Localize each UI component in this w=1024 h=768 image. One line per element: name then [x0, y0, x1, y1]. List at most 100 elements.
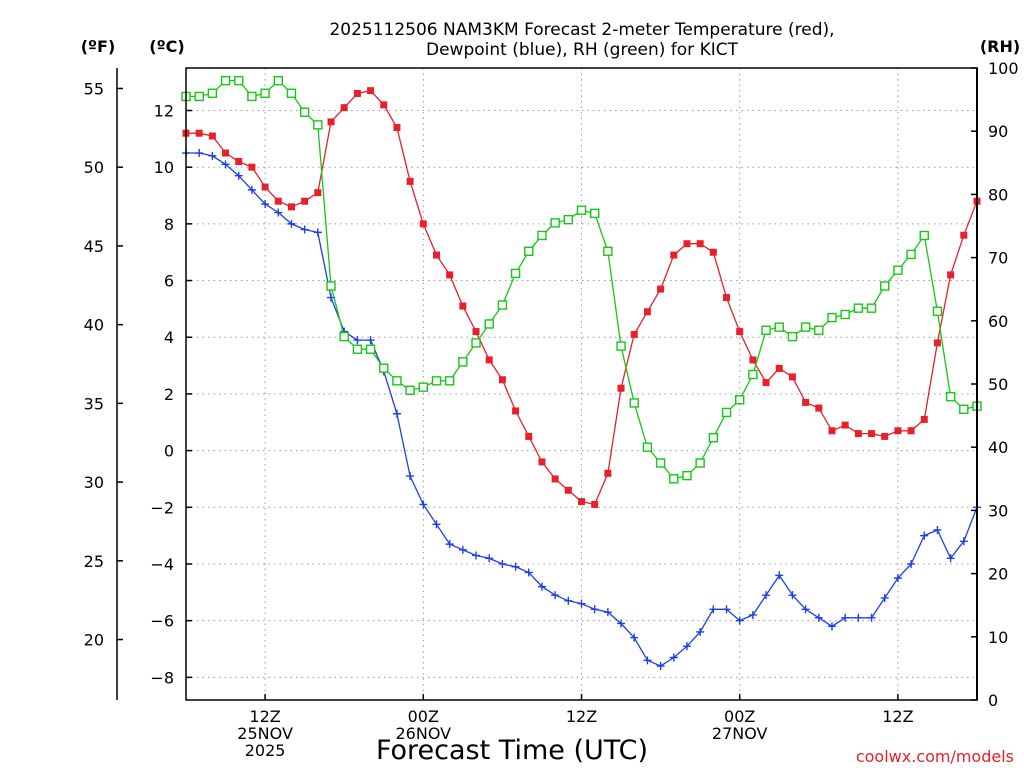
- dewpoint-point: [907, 559, 916, 568]
- rh-point: [273, 75, 283, 86]
- temperature-point: [604, 469, 612, 477]
- celsius-unit-label: (ºC): [149, 37, 184, 56]
- temperature-point: [788, 373, 796, 381]
- dewpoint-point: [564, 596, 573, 605]
- temperature-point: [762, 379, 770, 387]
- dewpoint-point: [880, 593, 889, 602]
- dewpoint-point: [537, 582, 546, 591]
- dewpoint-point: [419, 500, 428, 509]
- dewpoint-point: [313, 228, 322, 237]
- celsius-tick-label: 6: [164, 272, 174, 291]
- rh-point: [458, 357, 468, 367]
- rh-point: [945, 391, 956, 402]
- rh-tick-label: 50: [988, 375, 1008, 394]
- dewpoint-point: [959, 537, 968, 546]
- rh-point: [669, 474, 679, 484]
- temperature-point: [591, 500, 599, 508]
- chart-title-line2: Dewpoint (blue), RH (green) for KICT: [426, 40, 739, 60]
- fahrenheit-tick-label: 40: [84, 316, 104, 335]
- temperature-point: [815, 404, 823, 412]
- rh-point: [418, 382, 428, 392]
- rh-tick-label: 0: [988, 691, 998, 710]
- celsius-tick-label: 2: [164, 385, 174, 404]
- dewpoint-point: [867, 613, 876, 622]
- dewpoint-point: [458, 545, 467, 554]
- temperature-point: [881, 432, 889, 440]
- rh-tick-label: 100: [988, 59, 1019, 78]
- dewpoint-point: [300, 225, 309, 234]
- rh-point: [853, 303, 864, 313]
- temperature-point: [432, 251, 440, 259]
- rh-point: [603, 246, 613, 256]
- rh-point: [286, 88, 297, 98]
- dewpoint-point: [524, 568, 533, 577]
- dewpoint-point: [933, 525, 942, 534]
- rh-point: [866, 303, 877, 313]
- rh-point: [682, 470, 692, 481]
- x-tick-label: 27NOV: [712, 724, 768, 743]
- celsius-tick-label: −2: [150, 498, 174, 517]
- rh-point: [774, 322, 784, 332]
- rh-point: [959, 404, 969, 414]
- dewpoint-point: [854, 613, 863, 622]
- rh-point: [721, 407, 732, 418]
- rh-point: [880, 281, 890, 291]
- x-tick-label: 25NOV: [237, 724, 293, 743]
- dewpoint-point: [946, 554, 955, 563]
- temperature-point: [775, 364, 783, 372]
- temperature-point: [868, 430, 876, 438]
- temperature-point: [512, 407, 520, 415]
- rh-tick-label: 20: [988, 565, 1008, 584]
- temperature-point: [736, 328, 744, 336]
- rh-point: [629, 398, 639, 408]
- temperature-point: [301, 197, 309, 205]
- dewpoint-point: [827, 622, 836, 631]
- rh-point: [906, 249, 916, 260]
- labels: 2025112506 NAM3KM Forecast 2-meter Tempe…: [81, 20, 1020, 766]
- dewpoint-point: [247, 185, 256, 194]
- dewpoint-point: [762, 591, 771, 600]
- temperature-point: [195, 129, 203, 137]
- rh-point: [616, 341, 626, 351]
- rh-point: [497, 300, 508, 310]
- dewpoint-point: [775, 571, 784, 580]
- dewpoint-point: [643, 656, 652, 665]
- rh-point: [220, 75, 231, 86]
- temperature-point: [314, 189, 322, 197]
- temperature-point: [933, 339, 941, 347]
- temperature-point: [920, 415, 928, 423]
- rh-unit-label: (RH): [980, 37, 1020, 56]
- celsius-tick-label: 0: [164, 442, 174, 461]
- temperature-point: [578, 498, 585, 506]
- rh-tick-label: 10: [988, 628, 1008, 647]
- rh-point: [563, 214, 574, 225]
- rh-point: [379, 363, 389, 373]
- dewpoint-point: [287, 219, 296, 228]
- credit-link[interactable]: coolwx.com/models: [856, 747, 1014, 766]
- rh-point: [299, 107, 310, 117]
- rh-tick-label: 30: [988, 501, 1008, 520]
- dewpoint-point: [445, 540, 454, 549]
- rh-tick-label: 80: [988, 185, 1008, 204]
- temperature-point: [749, 356, 757, 364]
- rh-point: [194, 91, 204, 102]
- dewpoint-point: [748, 610, 757, 619]
- rh-point: [484, 319, 494, 329]
- x-tick-label: 12Z: [249, 707, 280, 726]
- dewpoint-point: [841, 613, 850, 622]
- temperature-point: [353, 90, 361, 98]
- dewpoint-point: [735, 616, 744, 625]
- rh-point: [550, 218, 560, 228]
- rh-point: [471, 338, 481, 348]
- rh-point: [642, 442, 653, 452]
- fahrenheit-tick-label: 30: [84, 473, 104, 492]
- rh-point: [207, 88, 218, 98]
- dewpoint-point: [551, 591, 560, 600]
- rh-point: [761, 325, 771, 335]
- rh-point: [405, 385, 415, 396]
- temperature-point: [670, 251, 678, 259]
- temperature-point: [208, 132, 216, 140]
- dewpoint-point: [221, 160, 230, 169]
- rh-point: [787, 331, 798, 342]
- dewpoint-point: [788, 591, 797, 600]
